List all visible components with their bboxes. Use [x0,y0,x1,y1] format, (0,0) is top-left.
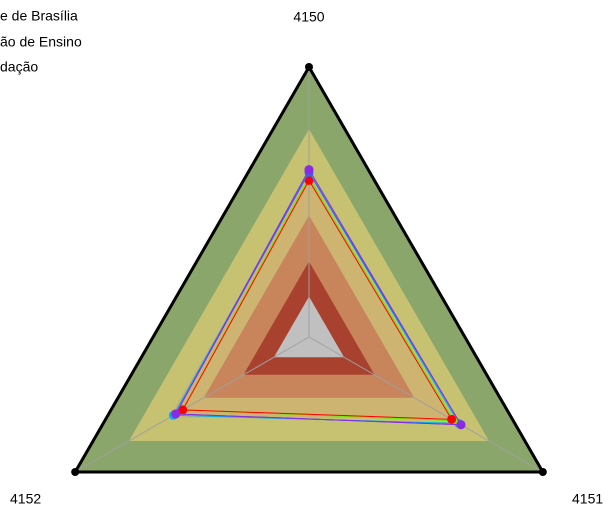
series-point [304,175,314,185]
axis-label: 4150 [293,9,324,25]
axis-vertex [305,63,313,71]
series-line [181,176,455,422]
axis-line [308,336,544,473]
axis-label: 4151 [572,491,603,507]
series-point [178,405,188,415]
axis-vertex [71,468,80,476]
legend: e de Brasília ão de Ensino dação [0,8,82,75]
axis-line [74,336,310,473]
axis-label: 4152 [10,491,41,507]
legend-entry: e de Brasília [0,8,78,24]
series-line [174,168,462,426]
axis-vertex [538,468,547,476]
series-point [456,420,466,430]
series-line [181,179,453,420]
legend-entry: dação [0,59,38,75]
outline [72,63,546,474]
legend-entry: ão de Ensino [0,34,82,50]
series-point [447,414,457,424]
series-point [304,165,314,175]
series-point [171,409,181,419]
